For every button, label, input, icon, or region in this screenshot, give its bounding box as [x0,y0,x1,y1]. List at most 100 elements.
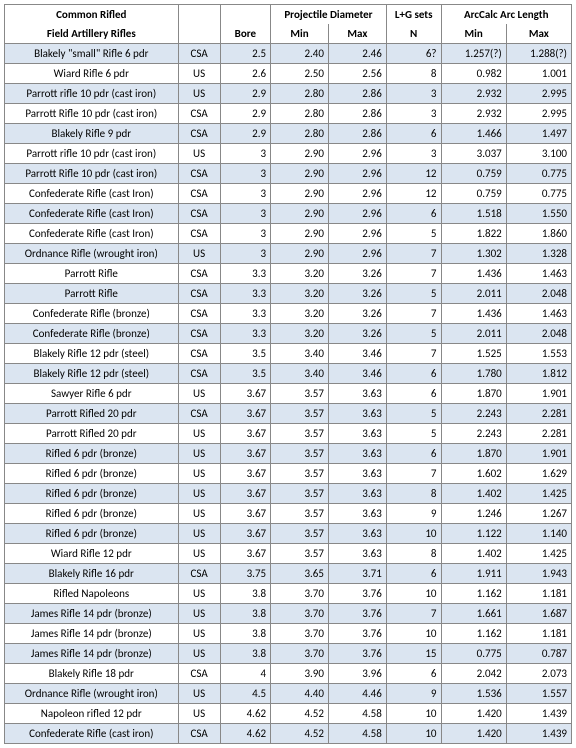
cell-side: CSA [178,184,220,204]
cell-name: Blakely Rifle 16 pdr [5,564,179,584]
hdr-pmin: Min [271,24,329,44]
cell-bore: 3.3 [220,284,270,304]
cell-pmax: 3.63 [328,384,386,404]
cell-amin: 2.932 [441,84,506,104]
cell-bore: 2.5 [220,44,270,64]
cell-amax: 1.181 [506,624,571,644]
cell-side: CSA [178,724,220,744]
cell-n: 12 [386,184,441,204]
cell-name: Blakely "small" Rifle 6 pdr [5,44,179,64]
cell-pmax: 3.76 [328,604,386,624]
cell-amax: 2.048 [506,324,571,344]
cell-amin: 1.870 [441,444,506,464]
cell-amax: 1.943 [506,564,571,584]
table-row: Parrott rifle 10 pdr (cast iron)US32.902… [5,144,572,164]
cell-pmax: 2.46 [328,44,386,64]
cell-name: Ordnance Rifle (wrought iron) [5,684,179,704]
cell-amin: 1.302 [441,244,506,264]
hdr-arccalc: ArcCalc Arc Length [441,5,572,25]
cell-amax: 1.288(?) [506,44,571,64]
cell-amax: 1.267 [506,504,571,524]
cell-pmax: 2.86 [328,104,386,124]
cell-bore: 3 [220,164,270,184]
cell-name: Blakely Rifle 12 pdr (steel) [5,344,179,364]
cell-bore: 3 [220,204,270,224]
cell-amin: 1.402 [441,484,506,504]
cell-side: CSA [178,344,220,364]
table-row: Blakely Rifle 9 pdrCSA2.92.802.8661.4661… [5,124,572,144]
cell-amax: 2.995 [506,84,571,104]
cell-n: 6 [386,444,441,464]
cell-n: 5 [386,404,441,424]
cell-name: Rifled Napoleons [5,584,179,604]
cell-n: 5 [386,424,441,444]
cell-pmax: 2.96 [328,144,386,164]
cell-amax: 1.425 [506,484,571,504]
cell-pmin: 3.70 [271,584,329,604]
cell-side: US [178,644,220,664]
cell-pmin: 3.57 [271,484,329,504]
cell-bore: 3.67 [220,384,270,404]
cell-amin: 1.162 [441,584,506,604]
cell-amax: 2.048 [506,284,571,304]
cell-n: 7 [386,244,441,264]
cell-amin: 1.525 [441,344,506,364]
table-row: Blakely Rifle 12 pdr (steel)CSA3.53.403.… [5,364,572,384]
cell-amin: 1.436 [441,264,506,284]
cell-pmin: 3.57 [271,524,329,544]
cell-n: 7 [386,464,441,484]
cell-n: 3 [386,104,441,124]
cell-amax: 1.439 [506,724,571,744]
cell-pmin: 3.57 [271,464,329,484]
cell-pmin: 3.57 [271,544,329,564]
cell-pmax: 3.63 [328,524,386,544]
cell-amin: 2.243 [441,404,506,424]
table-row: Rifled NapoleonsUS3.83.703.76101.1621.18… [5,584,572,604]
cell-side: US [178,704,220,724]
cell-side: US [178,444,220,464]
table-row: Parrott RifleCSA3.33.203.2652.0112.048 [5,284,572,304]
cell-amin: 1.122 [441,524,506,544]
cell-side: CSA [178,284,220,304]
table-row: Rifled 6 pdr (bronze)US3.673.573.6361.87… [5,444,572,464]
cell-bore: 3.8 [220,584,270,604]
cell-amax: 1.901 [506,384,571,404]
cell-pmax: 3.63 [328,484,386,504]
cell-side: US [178,484,220,504]
cell-amax: 1.860 [506,224,571,244]
cell-amin: 2.011 [441,284,506,304]
table-row: Confederate Rifle (cast Iron)CSA32.902.9… [5,224,572,244]
cell-side: CSA [178,564,220,584]
cell-name: Rifled 6 pdr (bronze) [5,464,179,484]
cell-side: US [178,544,220,564]
cell-amin: 1.780 [441,364,506,384]
hdr-common-rifled: Common Rifled [5,5,179,25]
cell-bore: 2.6 [220,64,270,84]
cell-pmax: 2.96 [328,224,386,244]
hdr-n: N [386,24,441,44]
cell-amax: 2.281 [506,404,571,424]
cell-pmin: 2.90 [271,224,329,244]
cell-n: 9 [386,684,441,704]
cell-name: James Rifle 14 pdr (bronze) [5,644,179,664]
cell-side: US [178,524,220,544]
table-row: Rifled 6 pdr (bronze)US3.673.573.6391.24… [5,504,572,524]
table-row: Ordnance Rifle (wrought iron)US32.902.96… [5,244,572,264]
cell-name: Confederate Rifle (bronze) [5,324,179,344]
cell-side: CSA [178,164,220,184]
cell-pmin: 4.40 [271,684,329,704]
cell-side: CSA [178,104,220,124]
cell-pmax: 3.63 [328,504,386,524]
cell-n: 6 [386,364,441,384]
cell-bore: 3.3 [220,324,270,344]
artillery-table: Common Rifled Projectile Diameter L+G se… [4,4,572,744]
cell-bore: 3.3 [220,264,270,284]
cell-pmin: 3.20 [271,284,329,304]
cell-n: 7 [386,344,441,364]
cell-pmax: 2.56 [328,64,386,84]
cell-name: Napoleon rifled 12 pdr [5,704,179,724]
cell-pmin: 3.57 [271,504,329,524]
cell-side: CSA [178,264,220,284]
cell-bore: 3.8 [220,644,270,664]
table-row: Napoleon rifled 12 pdrUS4.624.524.58101.… [5,704,572,724]
